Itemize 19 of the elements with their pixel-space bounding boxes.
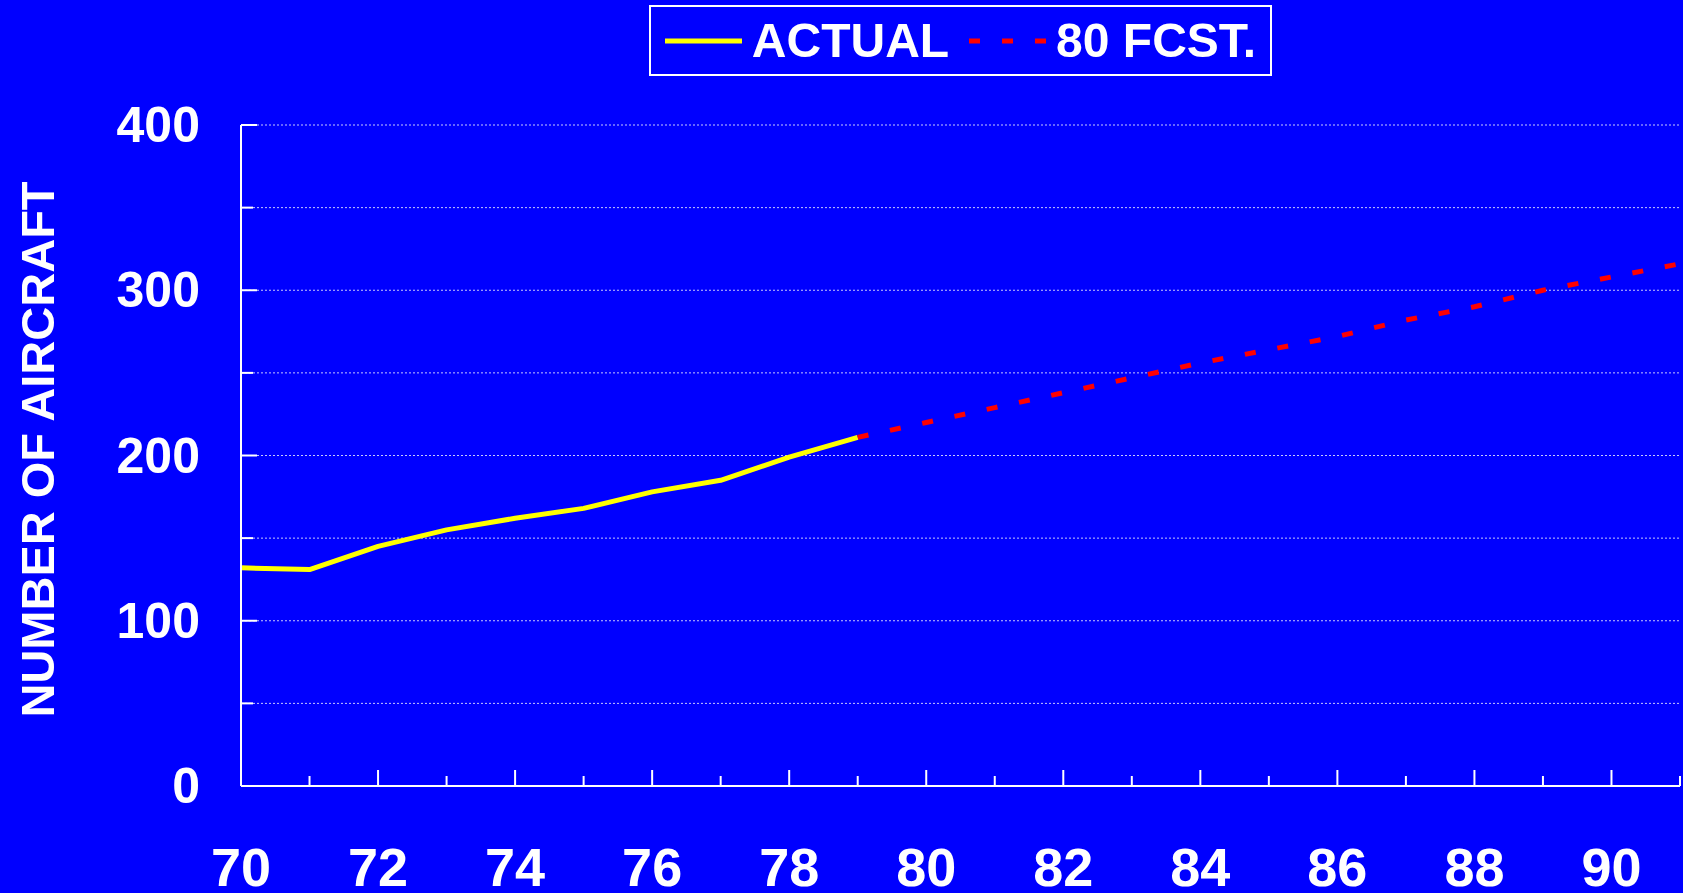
x-tick-label: 70	[210, 837, 272, 893]
x-tick-label: 82	[1033, 837, 1094, 893]
legend-label: ACTUAL	[751, 13, 950, 67]
x-tick-label: 76	[622, 837, 683, 893]
y-tick-label: 100	[116, 592, 200, 649]
x-tick-label: 90	[1581, 837, 1642, 893]
y-tick-label: 300	[116, 262, 200, 319]
x-tick-label: 84	[1170, 837, 1231, 893]
y-tick-label: 400	[116, 97, 200, 153]
x-tick-label: 78	[759, 837, 820, 893]
y-tick-label: 0	[172, 758, 200, 814]
legend-label: 80 FCST.	[1056, 13, 1257, 67]
x-tick-label: 80	[896, 837, 957, 893]
y-tick-label: 200	[116, 427, 200, 484]
x-tick-label: 86	[1307, 837, 1368, 893]
x-tick-label: 74	[485, 837, 546, 893]
x-tick-label: 88	[1444, 837, 1505, 893]
x-tick-label: 72	[348, 837, 409, 893]
y-axis-title: NUMBER OF AIRCRAFT	[10, 181, 64, 718]
